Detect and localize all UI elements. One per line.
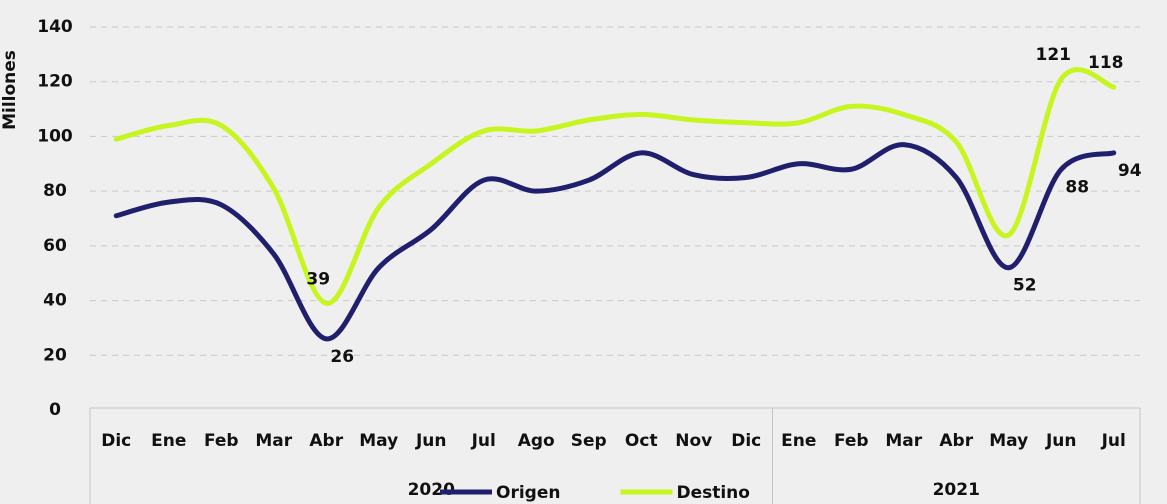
y-tick-label: 20: [43, 345, 67, 365]
x-tick-label: Sep: [571, 431, 607, 451]
y-tick-label: 60: [43, 236, 67, 256]
x-tick-label: Abr: [939, 431, 973, 451]
x-tick-label: Dic: [731, 431, 761, 451]
x-tick-label: Ene: [151, 431, 186, 451]
y-axis-title: Millones: [0, 50, 20, 130]
y-tick-label: 120: [37, 72, 73, 92]
x-tick-label: Jun: [415, 431, 447, 451]
data-label: 118: [1088, 53, 1124, 73]
data-label: 26: [330, 347, 354, 367]
x-tick-label: Jun: [1045, 431, 1077, 451]
y-tick-label: 40: [43, 291, 67, 311]
x-tick-label: Ago: [518, 431, 555, 451]
y-tick-label: 80: [43, 181, 67, 201]
y-tick-label: 0: [49, 400, 61, 420]
y-tick-label: 100: [37, 126, 73, 146]
data-label: 88: [1065, 177, 1089, 197]
x-tick-label: Jul: [471, 431, 496, 451]
x-tick-label: May: [989, 431, 1028, 451]
x-tick-label: Feb: [834, 431, 869, 451]
x-tick-label: Nov: [675, 431, 712, 451]
x-tick-label: Mar: [255, 431, 292, 451]
legend-label: Origen: [496, 483, 560, 503]
chart: Millones 02040608010012014020202021DicEn…: [0, 0, 1167, 504]
x-tick-label: Oct: [625, 431, 658, 451]
data-label: 39: [306, 269, 330, 289]
data-label: 94: [1118, 161, 1142, 181]
group-label: 2021: [933, 480, 980, 500]
x-tick-label: Feb: [204, 431, 239, 451]
y-tick-label: 140: [37, 17, 73, 37]
x-tick-label: Dic: [101, 431, 131, 451]
x-tick-label: Jul: [1101, 431, 1126, 451]
x-tick-label: Ene: [781, 431, 816, 451]
legend-label: Destino: [676, 483, 750, 503]
x-tick-label: May: [359, 431, 398, 451]
x-tick-label: Abr: [309, 431, 343, 451]
data-label: 121: [1036, 45, 1072, 65]
x-tick-label: Mar: [885, 431, 922, 451]
data-label: 52: [1013, 276, 1037, 296]
